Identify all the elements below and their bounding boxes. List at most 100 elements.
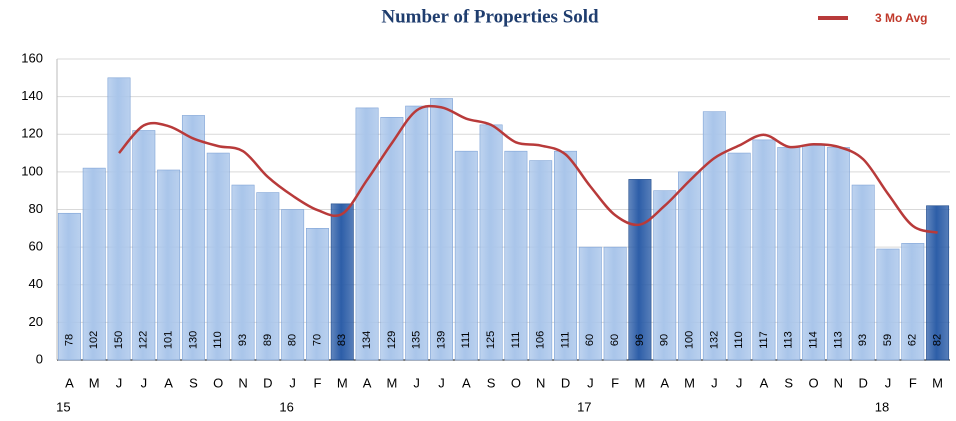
bar (504, 150, 528, 361)
x-tick-label: J (587, 375, 594, 390)
line (118, 104, 938, 234)
x-group-label: 18 (875, 399, 889, 414)
bar (926, 205, 950, 361)
data-label: 110 (733, 331, 745, 349)
x-tick-label: F (909, 375, 917, 390)
x-tick-label: A (65, 375, 74, 390)
data-label: 102 (88, 331, 100, 349)
y-tick-label: 120 (21, 126, 43, 141)
x-tick-label: O (809, 375, 819, 390)
x-tick-label: D (561, 375, 570, 390)
x-tick-label: S (784, 375, 793, 390)
x-tick-label: A (462, 375, 471, 390)
data-label: 59 (882, 334, 894, 346)
x-group-label: 16 (279, 399, 293, 414)
data-label: 132 (708, 331, 720, 349)
x-tick-label: J (736, 375, 743, 390)
bar (702, 111, 726, 361)
data-label: 101 (163, 331, 175, 349)
data-label: 80 (287, 334, 299, 346)
data-label: 113 (832, 331, 844, 349)
data-label: 113 (783, 331, 795, 349)
x-tick-label: J (711, 375, 718, 390)
bar (157, 169, 181, 361)
bar (826, 147, 850, 361)
data-label: 111 (559, 332, 571, 349)
x-tick-label: J (116, 375, 123, 390)
data-label: 134 (361, 331, 373, 349)
x-tick-label: J (289, 375, 296, 390)
y-tick-label: 20 (29, 314, 43, 329)
x-tick-label: O (511, 375, 521, 390)
x-tick-label: M (337, 375, 348, 390)
data-label: 135 (411, 331, 423, 349)
data-label: 110 (212, 331, 224, 349)
x-tick-label: M (386, 375, 397, 390)
data-label: 90 (659, 334, 671, 346)
bar (727, 152, 751, 361)
bar (231, 184, 255, 361)
data-label: 122 (138, 331, 150, 349)
x-tick-label: S (189, 375, 198, 390)
data-label: 70 (311, 334, 323, 346)
x-tick-label: S (487, 375, 496, 390)
bar (529, 160, 553, 361)
bar (305, 228, 329, 361)
data-label: 62 (907, 334, 919, 346)
bar (330, 203, 354, 361)
data-label: 139 (435, 331, 447, 349)
x-tick-label: M (684, 375, 695, 390)
data-label: 150 (113, 331, 125, 349)
bar (206, 152, 230, 361)
bar (851, 184, 875, 361)
y-tick-label: 0 (36, 351, 43, 366)
data-label: 93 (237, 334, 249, 346)
y-tick-label: 40 (29, 276, 43, 291)
x-tick-label: D (263, 375, 272, 390)
x-tick-label: F (313, 375, 321, 390)
data-label: 117 (758, 331, 770, 349)
bar (752, 139, 776, 361)
bar (132, 130, 156, 361)
bar (57, 212, 81, 361)
data-label: 60 (609, 334, 621, 346)
x-tick-label: N (834, 375, 843, 390)
bar (380, 117, 404, 361)
x-tick-label: A (660, 375, 669, 390)
bar (107, 77, 131, 361)
data-label: 100 (683, 331, 695, 349)
y-tick-label: 160 (21, 50, 43, 65)
data-label: 129 (386, 331, 398, 349)
x-tick-label: J (141, 375, 148, 390)
x-tick-label: N (536, 375, 545, 390)
bar (430, 98, 453, 361)
x-tick-label: A (164, 375, 173, 390)
data-label: 83 (336, 334, 348, 346)
data-label: 111 (460, 332, 472, 349)
bar (181, 115, 205, 361)
data-label: 96 (634, 334, 646, 346)
x-tick-label: A (363, 375, 372, 390)
bar (454, 150, 478, 361)
x-tick-label: J (885, 375, 892, 390)
bar (876, 248, 900, 361)
data-label: 82 (932, 334, 944, 346)
bar (281, 209, 305, 361)
legend-label: 3 Mo Avg (875, 11, 927, 25)
data-label: 60 (584, 334, 596, 346)
bar (405, 105, 429, 361)
bar (82, 167, 106, 361)
bar (554, 150, 577, 361)
x-tick-label: M (932, 375, 943, 390)
x-tick-label: J (413, 375, 420, 390)
x-tick-label: M (89, 375, 100, 390)
data-label: 130 (187, 331, 199, 349)
data-label: 114 (807, 331, 819, 349)
bar (777, 147, 801, 361)
x-tick-label: A (760, 375, 769, 390)
data-label: 93 (857, 334, 869, 346)
x-tick-label: O (213, 375, 223, 390)
data-label: 111 (510, 332, 522, 349)
y-tick-label: 60 (29, 239, 43, 254)
